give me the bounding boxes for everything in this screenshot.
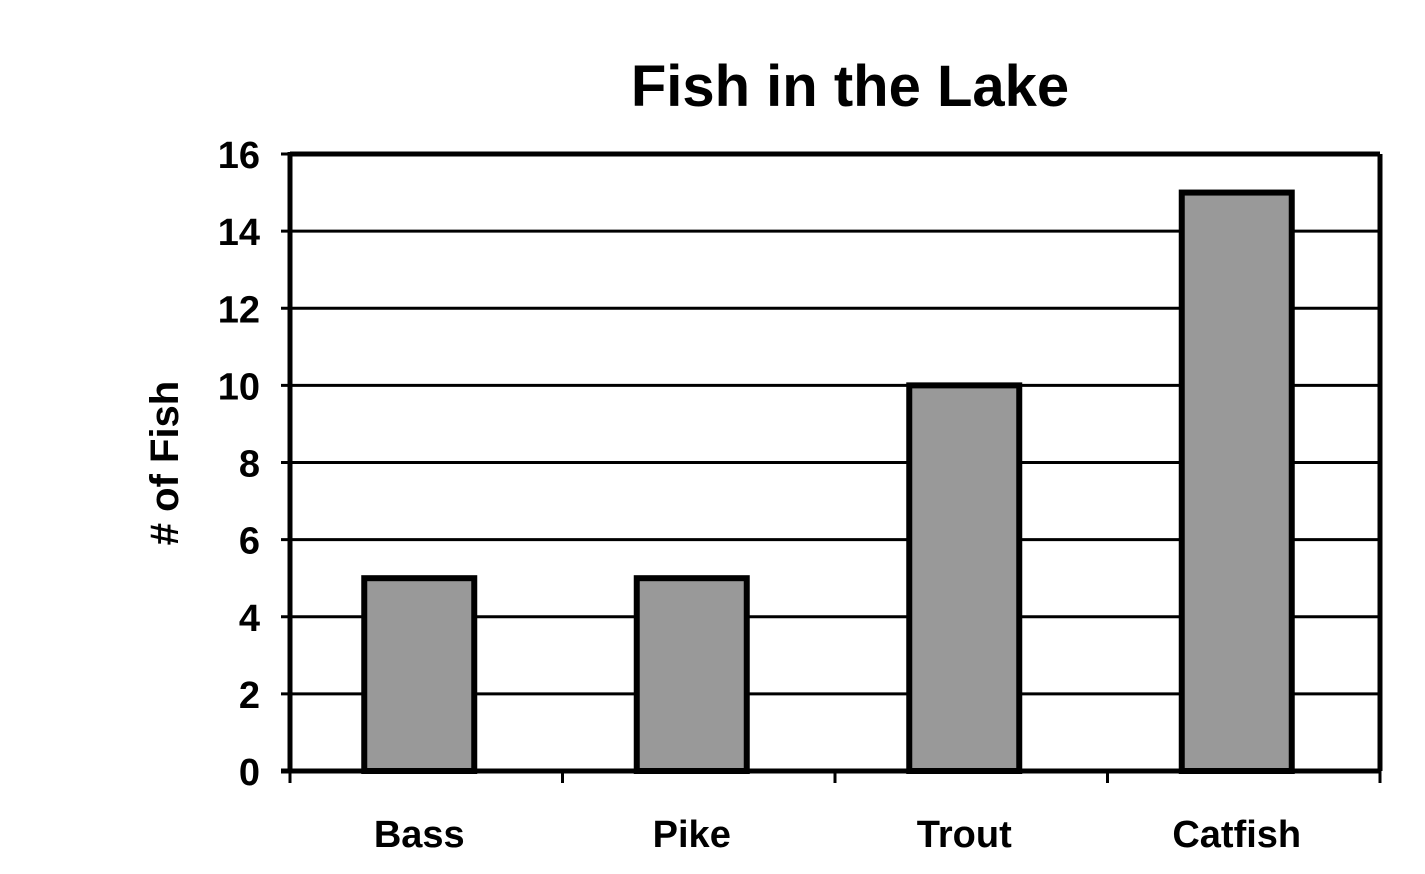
x-tick-label: Pike xyxy=(653,814,731,856)
y-tick-label: 12 xyxy=(218,289,260,331)
bar-bass xyxy=(361,575,478,774)
y-tick-label: 6 xyxy=(239,521,260,563)
x-tick-labels: Bass Pike Trout Catfish xyxy=(374,814,1301,856)
y-axis-label: # of Fish xyxy=(143,381,187,545)
y-tick-label: 8 xyxy=(239,444,260,486)
bars xyxy=(361,189,1295,774)
x-tick-label: Trout xyxy=(917,814,1012,856)
chart-title: Fish in the Lake xyxy=(631,54,1069,119)
x-tick-label: Catfish xyxy=(1172,814,1301,856)
y-tick-label: 10 xyxy=(218,366,260,408)
y-tick-label: 4 xyxy=(239,598,260,640)
bar-pike xyxy=(633,575,750,774)
y-tick-label: 16 xyxy=(218,135,260,177)
axes xyxy=(281,151,1383,783)
x-tick-label: Bass xyxy=(374,814,465,856)
bar-trout xyxy=(906,382,1023,774)
y-tick-label: 14 xyxy=(218,212,260,254)
y-tick-label: 2 xyxy=(239,675,260,717)
bar-catfish xyxy=(1178,189,1295,774)
y-tick-labels: 0 2 4 6 8 10 12 14 16 xyxy=(218,135,260,794)
y-tick-label: 0 xyxy=(239,752,260,794)
